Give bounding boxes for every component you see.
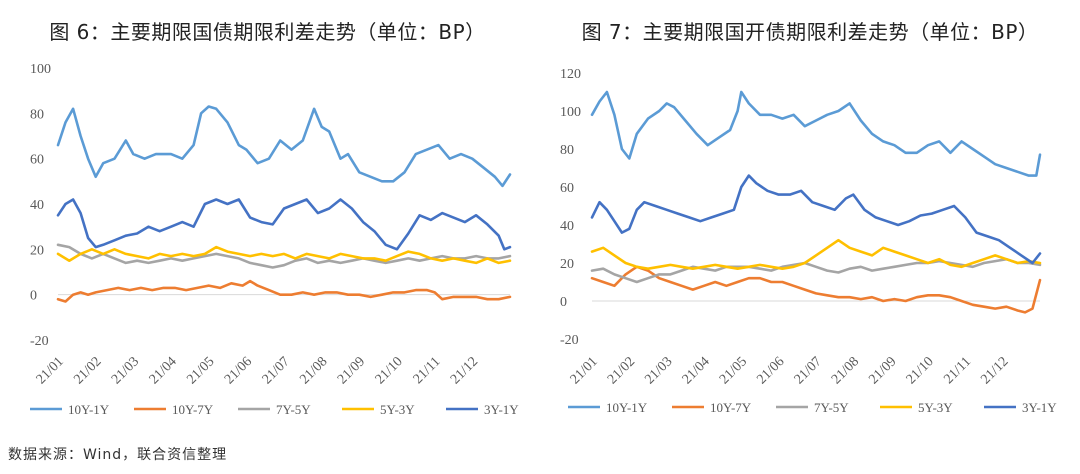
x-tick-label: 21/04 [680, 354, 713, 387]
y-tick-label: 40 [30, 198, 44, 213]
x-tick-label: 21/12 [978, 354, 1011, 387]
x-tick-label: 21/11 [941, 354, 974, 387]
y-tick-label: -20 [560, 333, 579, 348]
x-tick-label: 21/01 [568, 354, 601, 387]
y-tick-label: 0 [560, 295, 567, 310]
series-line-3y-1y [56, 198, 512, 251]
series-line-7y-5y [56, 243, 512, 269]
x-tick-label: 21/02 [605, 354, 638, 387]
y-tick-label: 0 [30, 289, 37, 304]
x-tick-label: 21/03 [642, 354, 675, 387]
legend-label: 5Y-3Y [380, 402, 415, 417]
y-tick-label: 100 [30, 62, 51, 77]
x-tick-label: 21/08 [297, 354, 330, 387]
x-tick-label: 21/06 [754, 354, 787, 387]
series-line-10y-1y [590, 90, 1042, 177]
x-tick-label: 21/05 [717, 354, 750, 387]
series-line-10y-7y [590, 265, 1042, 314]
x-tick-label: 21/03 [109, 354, 142, 387]
series-line-5y-3y [56, 245, 512, 265]
legend-label: 10Y-7Y [710, 400, 752, 415]
y-tick-label: 60 [30, 153, 44, 168]
series-line-10y-7y [56, 279, 512, 303]
data-source-note: 数据来源：Wind，联合资信整理 [8, 447, 228, 463]
series-line-5y-3y [590, 238, 1042, 271]
chart-panel-1: 图 6：主要期限国债期限利差走势（单位：BP） -20 0 20 40 60 80 100 2… [0, 0, 535, 440]
series-line-3y-1y [590, 174, 1042, 265]
legend-label: 5Y-3Y [918, 400, 953, 415]
series-line-10y-1y [56, 105, 512, 188]
legend-label: 10Y-7Y [172, 402, 214, 417]
x-tick-label: 21/06 [222, 354, 255, 387]
legend-label: 3Y-1Y [484, 402, 519, 417]
x-tick-label: 21/10 [373, 354, 406, 387]
chart-svg-1: -20 0 20 40 60 80 100 21/01 21/02 21/03 21/04 21/05… [30, 62, 519, 417]
legend-label: 10Y-1Y [606, 400, 648, 415]
x-tick-label: 21/07 [260, 354, 293, 387]
y-tick-label: -20 [30, 334, 49, 349]
x-tick-label: 21/01 [34, 354, 67, 387]
x-tick-label: 21/08 [829, 354, 862, 387]
legend-label: 10Y-1Y [68, 402, 110, 417]
x-tick-label: 21/07 [792, 354, 825, 387]
legend-label: 7Y-5Y [814, 400, 849, 415]
chart-panel-2: 图 7：主要期限国开债期限利差走势（单位：BP） -20 0 20 40 60 80 100… [540, 0, 1080, 440]
x-tick-label: 21/05 [184, 354, 217, 387]
x-tick-label: 21/02 [71, 354, 104, 387]
chart-title-1: 图 6：主要期限国债期限利差走势（单位：BP） [49, 20, 486, 44]
x-tick-label: 21/04 [147, 354, 180, 387]
y-tick-label: 20 [560, 257, 574, 272]
y-tick-label: 60 [560, 181, 574, 196]
y-tick-label: 80 [30, 107, 44, 122]
y-tick-label: 120 [560, 67, 581, 82]
legend-label: 7Y-5Y [276, 402, 311, 417]
y-tick-label: 80 [560, 143, 574, 158]
x-tick-label: 21/09 [866, 354, 899, 387]
x-tick-label: 21/09 [335, 354, 368, 387]
y-tick-label: 20 [30, 243, 44, 258]
x-tick-label: 21/11 [411, 354, 444, 387]
chart-title-2: 图 7：主要期限国开债期限利差走势（单位：BP） [581, 20, 1039, 44]
y-tick-label: 40 [560, 219, 574, 234]
x-tick-label: 21/10 [904, 354, 937, 387]
legend-label: 3Y-1Y [1022, 400, 1057, 415]
x-tick-label: 21/12 [448, 354, 481, 387]
y-tick-label: 100 [560, 105, 581, 120]
